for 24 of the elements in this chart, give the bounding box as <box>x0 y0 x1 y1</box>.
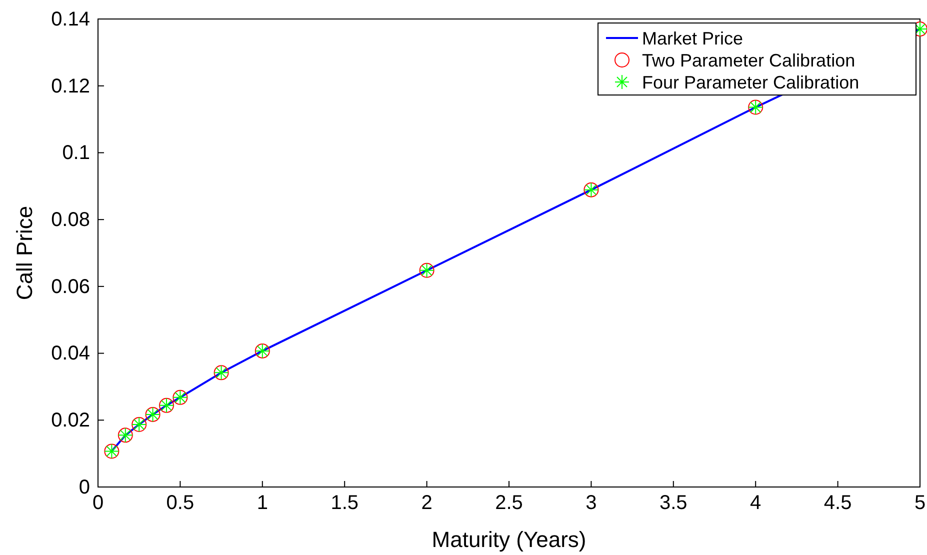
x-tick-label: 4.5 <box>824 492 852 514</box>
x-tick-label: 1.5 <box>330 492 359 514</box>
x-tick-label: 3 <box>586 492 597 514</box>
x-tick-label: 0 <box>92 492 104 514</box>
legend-label: Four Parameter Calibration <box>642 72 860 92</box>
x-tick-label: 0.5 <box>166 492 194 514</box>
x-tick-label: 1 <box>256 492 268 514</box>
x-tick-label: 4 <box>750 492 762 514</box>
x-tick-label: 3.5 <box>659 492 688 514</box>
y-tick-label: 0.14 <box>51 8 90 30</box>
x-tick-label: 2.5 <box>495 492 523 514</box>
x-axis-title: Maturity (Years) <box>432 527 586 552</box>
legend-label: Two Parameter Calibration <box>642 50 856 70</box>
legend-label: Market Price <box>642 28 744 48</box>
y-tick-label: 0.02 <box>51 410 90 432</box>
y-tick-label: 0.04 <box>51 342 90 365</box>
y-tick-label: 0 <box>78 476 90 498</box>
y-axis-title: Call Price <box>12 206 37 300</box>
y-tick-label: 0.08 <box>51 208 90 231</box>
y-tick-label: 0.06 <box>51 276 90 298</box>
x-tick-label: 2 <box>421 492 432 514</box>
x-tick-label: 5 <box>914 492 926 514</box>
y-tick-label: 0.1 <box>62 142 90 164</box>
y-tick-label: 0.12 <box>51 75 90 98</box>
